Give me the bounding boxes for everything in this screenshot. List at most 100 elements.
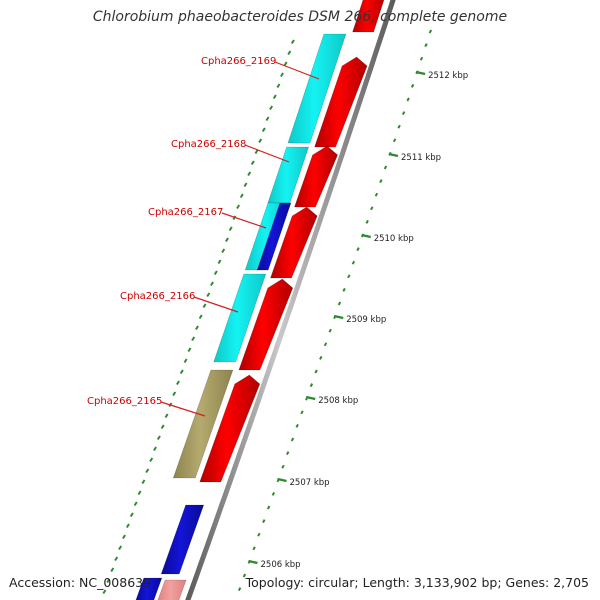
scale-dot bbox=[300, 410, 304, 415]
cds-arrow bbox=[352, 0, 385, 33]
scale-dot bbox=[210, 281, 214, 287]
scale-dot bbox=[287, 50, 292, 56]
scale-dot bbox=[137, 490, 142, 496]
gene-label-leader bbox=[274, 61, 320, 80]
cds-arrow bbox=[294, 145, 338, 208]
scale-dot bbox=[110, 567, 115, 573]
scale-dot bbox=[129, 512, 134, 518]
scale-dot bbox=[347, 274, 351, 279]
gene-feature-blue bbox=[256, 202, 292, 271]
scale-dot bbox=[258, 138, 263, 144]
scale-dot bbox=[342, 287, 346, 292]
scale-dot bbox=[419, 56, 424, 61]
scale-dot bbox=[374, 192, 379, 197]
scale-dot bbox=[145, 468, 150, 474]
scale-tick-label: 2512 kbp bbox=[428, 71, 468, 81]
scale-dot bbox=[225, 237, 229, 243]
cds-arrow bbox=[238, 278, 294, 371]
scale-major-tick bbox=[415, 70, 426, 76]
scale-dot bbox=[102, 589, 107, 595]
scale-dot bbox=[370, 206, 374, 211]
scale-dot bbox=[141, 479, 146, 485]
scale-dot bbox=[356, 247, 360, 252]
scale-dot bbox=[198, 314, 203, 320]
scale-tick-label: 2506 kbp bbox=[261, 560, 301, 570]
scale-dot bbox=[319, 355, 323, 360]
scale-dot bbox=[428, 29, 433, 34]
scale-major-tick bbox=[361, 233, 371, 239]
gene-label-leader bbox=[193, 296, 239, 313]
scale-dot bbox=[283, 61, 288, 67]
scale-dot bbox=[271, 491, 276, 496]
scale-tick-label: 2509 kbp bbox=[346, 315, 386, 325]
scale-dot bbox=[272, 94, 277, 100]
gene-label: Cpha266_2167 bbox=[148, 207, 223, 218]
gene-label-leader bbox=[160, 401, 206, 417]
topology-text: Topology: circular; Length: 3,133,902 bp… bbox=[245, 575, 589, 590]
scale-dot bbox=[179, 369, 184, 375]
cds-arrow bbox=[314, 56, 368, 148]
scale-dot bbox=[195, 325, 199, 331]
scale-dot bbox=[213, 270, 218, 276]
gene-feature-outer bbox=[172, 369, 234, 479]
scale-dot bbox=[337, 301, 342, 306]
gene-label: Cpha266_2168 bbox=[171, 139, 246, 150]
gene-label: Cpha266_2166 bbox=[120, 291, 195, 302]
scale-dot bbox=[221, 248, 226, 254]
scale-dot bbox=[286, 451, 290, 456]
scale-dot bbox=[183, 358, 188, 364]
scale-dot bbox=[118, 545, 123, 551]
scale-dot bbox=[309, 383, 314, 388]
scale-dot bbox=[265, 116, 270, 122]
scale-dot bbox=[160, 424, 165, 430]
scale-dot bbox=[401, 111, 406, 116]
scale-dot bbox=[383, 165, 388, 170]
scale-dot bbox=[202, 303, 207, 309]
scale-major-tick bbox=[248, 559, 258, 565]
scale-dot bbox=[280, 72, 284, 78]
gene-label-leader bbox=[244, 144, 290, 163]
scale-dot bbox=[172, 391, 177, 397]
scale-dot bbox=[314, 369, 318, 374]
gene-feature-outer bbox=[287, 33, 347, 144]
scale-dot bbox=[187, 347, 192, 353]
scale-dot bbox=[351, 260, 356, 265]
scale-dot bbox=[243, 182, 248, 188]
scale-dot bbox=[406, 97, 410, 102]
gene-feature-blue bbox=[160, 504, 205, 575]
scale-dot bbox=[295, 423, 299, 428]
genome-backbone-line bbox=[185, 0, 396, 600]
scale-dot bbox=[164, 413, 169, 419]
scale-tick-label: 2511 kbp bbox=[401, 153, 441, 163]
scale-dot bbox=[266, 505, 271, 510]
scale-dot bbox=[122, 534, 126, 540]
scale-dot bbox=[247, 171, 252, 177]
scale-dot bbox=[254, 149, 259, 155]
scale-dot bbox=[323, 342, 328, 347]
scale-dot bbox=[424, 43, 428, 48]
scale-dot bbox=[242, 573, 247, 578]
scale-dot bbox=[133, 501, 138, 507]
scale-tick-label: 2508 kbp bbox=[318, 396, 358, 406]
cds-arrow bbox=[157, 579, 187, 600]
scale-dot bbox=[239, 193, 244, 199]
scale-dot bbox=[252, 546, 256, 551]
scale-major-tick bbox=[388, 152, 399, 158]
gene-label: Cpha266_2169 bbox=[201, 56, 276, 67]
scale-dot bbox=[261, 127, 266, 133]
gene-feature-blue bbox=[135, 577, 163, 600]
scale-dot bbox=[392, 138, 397, 143]
scale-dot bbox=[269, 105, 274, 111]
scale-dot bbox=[257, 532, 261, 537]
scale-dot bbox=[262, 519, 266, 524]
scale-tick-label: 2510 kbp bbox=[374, 234, 414, 244]
scale-dot bbox=[149, 457, 154, 463]
accession-text: Accession: NC_008639 bbox=[9, 575, 152, 590]
cds-arrow bbox=[270, 206, 318, 279]
scale-dot bbox=[410, 83, 415, 88]
scale-dot bbox=[156, 435, 161, 441]
cds-arrow bbox=[199, 374, 261, 483]
genome-title: Chlorobium phaeobacteroides DSM 266, com… bbox=[92, 9, 508, 25]
scale-tick-label: 2507 kbp bbox=[290, 478, 330, 488]
